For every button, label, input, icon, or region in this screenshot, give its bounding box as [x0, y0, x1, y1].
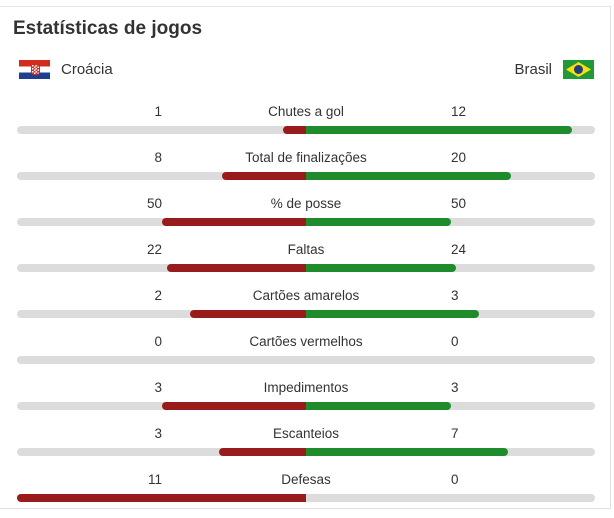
home-value: 1	[154, 104, 162, 119]
stat-row: Chutes a gol 1 12	[17, 104, 595, 150]
stat-row: % de posse 50 50	[17, 196, 595, 242]
brazil-flag-icon	[563, 60, 594, 79]
stat-bar-track	[17, 172, 595, 180]
home-value: 50	[146, 196, 162, 211]
stat-row: Defesas 11 0	[17, 472, 595, 518]
stat-label: Impedimentos	[263, 380, 349, 395]
away-stat-bar	[306, 310, 480, 318]
stat-bar-track	[17, 356, 595, 364]
stat-label: Total de finalizações	[245, 150, 367, 165]
stat-bar-track	[17, 126, 595, 134]
away-stat-bar	[306, 264, 457, 272]
away-value: 3	[451, 288, 459, 303]
home-stat-bar	[161, 218, 306, 226]
stat-row: Escanteios 3 7	[17, 426, 595, 472]
away-value: 12	[451, 104, 467, 119]
home-team: Croácia	[19, 60, 113, 79]
away-stat-bar	[306, 402, 451, 410]
stat-label: Faltas	[287, 242, 325, 257]
stat-label: % de posse	[270, 196, 342, 211]
home-team-name: Croácia	[61, 61, 113, 78]
home-value: 22	[146, 242, 162, 257]
away-value: 50	[451, 196, 467, 211]
away-team: Brasil	[514, 60, 594, 79]
away-value: 0	[451, 472, 459, 487]
away-value: 24	[451, 242, 467, 257]
away-value: 0	[451, 334, 459, 349]
home-value: 0	[154, 334, 162, 349]
section-title: Estatísticas de jogos	[13, 18, 203, 39]
stat-bar-track	[17, 310, 595, 318]
stat-row: Cartões amarelos 2 3	[17, 288, 595, 334]
away-value: 7	[451, 426, 459, 441]
away-stat-bar	[306, 448, 509, 456]
home-stat-bar	[219, 448, 306, 456]
home-value: 3	[154, 380, 162, 395]
stat-bar-track	[17, 264, 595, 272]
away-stat-bar	[306, 126, 572, 134]
home-value: 3	[154, 426, 162, 441]
away-stat-bar	[306, 172, 512, 180]
stat-label: Cartões amarelos	[252, 288, 360, 303]
stat-bar-track	[17, 448, 595, 456]
stat-bar-track	[17, 218, 595, 226]
stat-row: Faltas 22 24	[17, 242, 595, 288]
stat-row: Total de finalizações 8 20	[17, 150, 595, 196]
stat-label: Chutes a gol	[268, 104, 344, 119]
away-value: 3	[451, 380, 459, 395]
home-stat-bar	[222, 172, 306, 180]
stat-label: Defesas	[281, 472, 331, 487]
home-stat-bar	[17, 494, 306, 502]
away-team-name: Brasil	[514, 61, 552, 78]
stat-row: Cartões vermelhos 0 0	[17, 334, 595, 380]
stat-label: Escanteios	[272, 426, 340, 441]
home-value: 2	[154, 288, 162, 303]
croatia-flag-icon	[19, 60, 50, 79]
home-stat-bar	[167, 264, 306, 272]
home-stat-bar	[282, 126, 306, 134]
home-value: 11	[147, 472, 162, 487]
away-stat-bar	[306, 218, 451, 226]
home-stat-bar	[190, 310, 306, 318]
away-value: 20	[451, 150, 467, 165]
stat-row: Impedimentos 3 3	[17, 380, 595, 426]
home-value: 8	[154, 150, 162, 165]
home-stat-bar	[161, 402, 306, 410]
stat-bar-track	[17, 402, 595, 410]
stat-bar-track	[17, 494, 595, 502]
stat-label: Cartões vermelhos	[249, 334, 363, 349]
match-stats-card: Estatísticas de jogos Croácia Brasil Chu…	[0, 6, 611, 509]
